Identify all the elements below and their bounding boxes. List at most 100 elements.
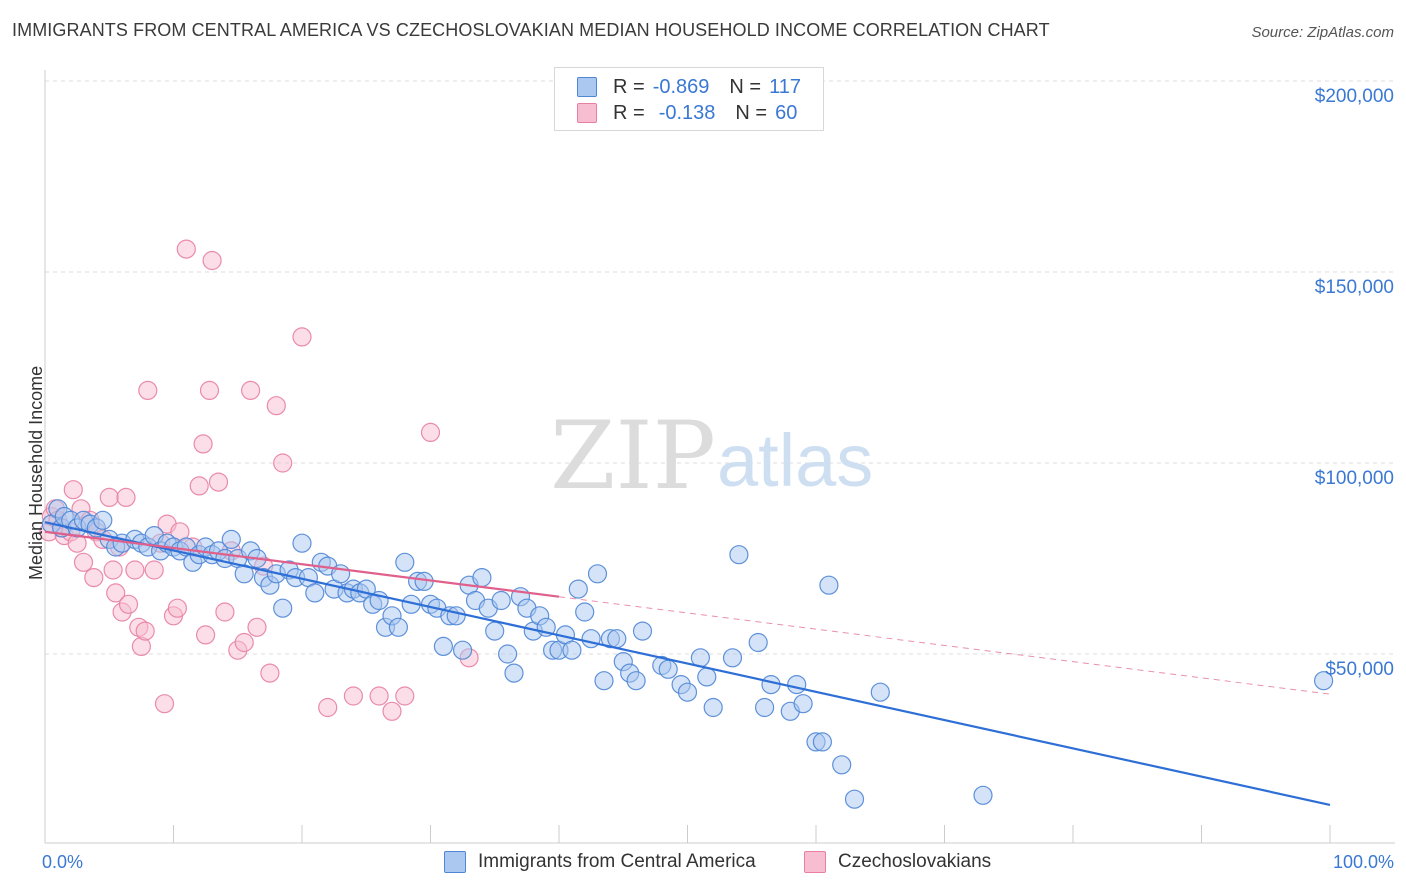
central-america-point — [587, 564, 608, 584]
czechoslovakians-point — [167, 598, 187, 618]
central-america-point — [812, 732, 833, 752]
czechoslovakians-point — [318, 697, 338, 718]
r-value: -0.869 — [652, 75, 710, 98]
y-tick-label-50000: $50,000 — [1325, 659, 1394, 680]
czechoslovakians-point — [395, 686, 415, 706]
czechoslovakians-point — [138, 380, 158, 400]
czechoslovakians-point — [116, 487, 136, 507]
central-america-point — [761, 674, 781, 695]
czechoslovakians-point — [99, 487, 119, 507]
czechoslovakians-point — [369, 686, 389, 706]
czechoslovakians-point — [208, 472, 229, 492]
czechoslovakians-point — [199, 380, 220, 400]
central-america-point — [93, 510, 113, 530]
czechoslovakians-point — [106, 583, 126, 603]
czechoslovakians-point — [202, 250, 222, 271]
czechoslovakians-point — [343, 686, 363, 706]
axes — [44, 70, 1395, 844]
x-tick-label-min: 0.0% — [42, 852, 84, 872]
czechoslovakians-point — [189, 476, 209, 496]
central-america-point — [658, 659, 678, 679]
central-america-point — [273, 598, 293, 618]
central-america-point — [305, 583, 325, 603]
central-america-point — [446, 606, 466, 626]
central-america-point — [491, 590, 511, 611]
trend-line-central-america — [44, 521, 1331, 806]
stats-legend: R = -0.869 N = 117 R = -0.138 N = 60 — [554, 67, 824, 131]
central-america-point — [498, 644, 518, 664]
central-america-point — [594, 671, 614, 691]
n-label: N = — [729, 75, 762, 98]
y-axis-label: Median Household Income — [26, 365, 46, 580]
n-label: N = — [735, 101, 768, 124]
czechoslovakians-point — [260, 663, 280, 683]
central-america-point — [234, 564, 254, 584]
central-america-point — [292, 533, 312, 553]
czechoslovakians-point — [382, 701, 402, 721]
central-america-point — [581, 629, 601, 649]
watermark-atlas: atlas — [717, 419, 873, 502]
czechoslovakians-point — [196, 625, 216, 645]
legend-swatch-pink — [804, 851, 826, 873]
central-america-point — [504, 663, 524, 683]
y-tick-label-100000: $100,000 — [1314, 468, 1394, 489]
central-america-point — [870, 682, 890, 702]
trend-line-czechoslovakians-extension — [558, 596, 1331, 695]
czechoslovakians-point — [63, 480, 83, 500]
central-america-point — [395, 552, 415, 572]
central-america-point — [388, 617, 408, 637]
central-america-point — [221, 529, 241, 550]
central-america-point — [722, 648, 743, 668]
legend-item-central-america: Immigrants from Central America — [444, 851, 756, 873]
central-america-point — [748, 632, 768, 653]
chart-title: IMMIGRANTS FROM CENTRAL AMERICA VS CZECH… — [12, 20, 1050, 40]
central-america-point — [844, 789, 865, 809]
central-america-point — [485, 621, 505, 641]
central-america-point — [729, 545, 749, 565]
central-america-point — [453, 640, 473, 660]
czechoslovakians-point — [234, 632, 254, 653]
series-czechoslovakians-points — [39, 239, 479, 721]
stats-row-central-america: R = -0.869 N = 117 — [577, 74, 801, 100]
n-value: 60 — [775, 101, 798, 124]
central-america-point — [703, 697, 723, 718]
y-tick-label-150000: $150,000 — [1314, 277, 1394, 298]
central-america-point — [787, 674, 807, 695]
watermark: ZIP atlas — [550, 402, 873, 511]
r-label: R = — [613, 101, 645, 124]
czechoslovakians-point — [193, 434, 213, 454]
czechoslovakians-point — [241, 380, 261, 400]
stats-row-czechoslovakians: R = -0.138 N = 60 — [577, 100, 797, 126]
central-america-point — [754, 697, 775, 718]
trend-lines — [44, 521, 1331, 806]
x-tick-label-max: 100.0% — [1332, 852, 1394, 872]
r-label: R = — [613, 75, 645, 98]
czechoslovakians-point — [144, 560, 164, 580]
central-america-point — [472, 567, 492, 588]
legend-item-czechoslovakians: Czechoslovakians — [804, 851, 991, 873]
central-america-point — [697, 667, 717, 687]
central-america-point — [562, 640, 582, 660]
czechoslovakians-point — [247, 617, 267, 637]
czechoslovakians-point — [118, 594, 139, 614]
central-america-point — [632, 621, 653, 641]
czechoslovakians-point — [73, 552, 94, 572]
czechoslovakians-point — [103, 560, 123, 580]
central-america-point — [793, 694, 813, 714]
legend-swatch-pink — [577, 103, 597, 123]
central-america-point — [575, 602, 595, 622]
legend-swatch-blue — [577, 77, 597, 97]
czechoslovakians-point — [420, 422, 441, 442]
central-america-point — [819, 575, 839, 595]
central-america-point — [832, 755, 852, 775]
czechoslovakians-point — [292, 327, 312, 347]
czechoslovakians-point — [135, 621, 155, 641]
czechoslovakians-point — [154, 694, 175, 714]
czechoslovakians-point — [84, 567, 104, 588]
czechoslovakians-point — [215, 602, 235, 622]
r-value: -0.138 — [658, 101, 716, 124]
central-america-point — [568, 579, 588, 599]
czechoslovakians-point — [176, 239, 196, 259]
legend-label: Czechoslovakians — [838, 851, 992, 872]
